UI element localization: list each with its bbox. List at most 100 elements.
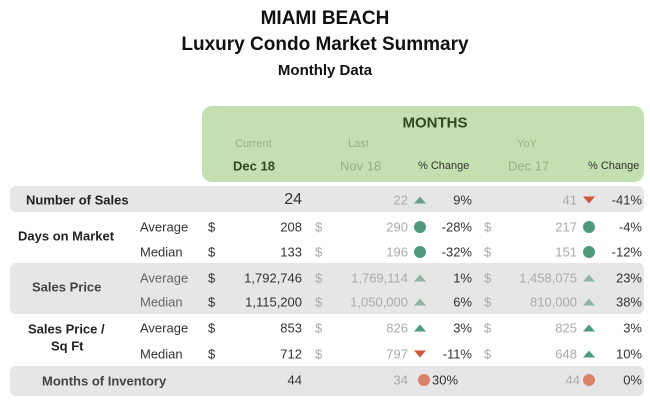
pct-change-last: 9% xyxy=(453,192,472,208)
currency-symbol: $ xyxy=(315,244,323,260)
triangle-up-icon xyxy=(583,350,595,358)
pct-change-1: % Change xyxy=(418,160,470,172)
triangle-up-icon xyxy=(583,274,595,282)
triangle-up-icon xyxy=(414,298,426,306)
currency-symbol: $ xyxy=(208,270,216,286)
months-label: MONTHS xyxy=(402,114,468,132)
currency-symbol: $ xyxy=(208,320,216,336)
currency-symbol: $ xyxy=(315,294,323,310)
currency-symbol: $ xyxy=(484,320,492,336)
yoy-value: 648 xyxy=(555,346,577,362)
label-months-inventory: Months of Inventory xyxy=(42,373,167,389)
current-value: 208 xyxy=(280,219,302,235)
currency-symbol: $ xyxy=(484,294,492,310)
last-value: 22 xyxy=(393,192,408,208)
row-sublabel: Median xyxy=(140,244,183,260)
last-month: Nov 18 xyxy=(340,158,382,174)
currency-symbol: $ xyxy=(208,219,216,235)
current-value: 133 xyxy=(280,244,302,260)
title: MIAMI BEACH xyxy=(260,8,390,29)
pct-change-last: -28% xyxy=(441,219,472,235)
pct-change-yoy: 3% xyxy=(623,320,642,336)
yoy-label: YoY xyxy=(517,138,537,150)
pct-change-yoy: 23% xyxy=(615,270,642,286)
last-value: 797 xyxy=(386,346,408,362)
circle-icon xyxy=(583,221,595,233)
pct-change-last: 6% xyxy=(453,294,472,310)
row-sublabel: Median xyxy=(140,346,183,362)
current-month: Dec 18 xyxy=(233,158,275,174)
yoy-value: 44 xyxy=(565,372,580,388)
subtitle-monthly: Monthly Data xyxy=(277,62,373,79)
triangle-up-icon xyxy=(414,196,426,204)
yoy-value: 810,000 xyxy=(530,294,577,310)
currency-symbol: $ xyxy=(315,320,323,336)
circle-icon xyxy=(414,246,426,258)
currency-symbol: $ xyxy=(484,346,492,362)
circle-icon xyxy=(583,374,595,386)
yoy-value: 825 xyxy=(555,320,577,336)
pct-change-last: 3% xyxy=(453,320,472,336)
last-value: 1,050,000 xyxy=(350,294,408,310)
triangle-down-icon xyxy=(583,196,595,204)
yoy-value: 151 xyxy=(555,244,577,260)
currency-symbol: $ xyxy=(208,244,216,260)
currency-symbol: $ xyxy=(484,244,492,260)
currency-symbol: $ xyxy=(484,219,492,235)
last-label: Last xyxy=(348,138,369,150)
current-value: 1,115,200 xyxy=(245,294,302,310)
pct-change-last: 30% xyxy=(432,372,459,388)
label-number-of-sales: Number of Sales xyxy=(26,192,129,208)
circle-icon xyxy=(414,221,426,233)
pct-change-yoy: -4% xyxy=(618,219,642,235)
last-value: 196 xyxy=(386,244,408,260)
pct-change-last: 1% xyxy=(453,270,472,286)
months-header xyxy=(202,106,644,182)
currency-symbol: $ xyxy=(315,346,323,362)
triangle-up-icon xyxy=(414,274,426,282)
row-bg-inventory xyxy=(10,366,644,396)
yoy-month: Dec 17 xyxy=(508,158,550,174)
row-sublabel: Average xyxy=(140,219,189,235)
currency-symbol: $ xyxy=(208,346,216,362)
pct-change-2: % Change xyxy=(588,160,640,172)
triangle-up-icon xyxy=(414,324,426,332)
last-value: 826 xyxy=(386,320,408,336)
current-value: 44 xyxy=(287,372,302,388)
row-sublabel: Average xyxy=(140,270,189,286)
pct-change-last: -32% xyxy=(441,244,472,260)
label-price-sqft-2: Sq Ft xyxy=(51,338,84,354)
last-value: 290 xyxy=(386,219,408,235)
yoy-value: 217 xyxy=(555,219,577,235)
currency-symbol: $ xyxy=(484,270,492,286)
label-sales-price: Sales Price xyxy=(32,279,102,295)
current-value: 853 xyxy=(280,320,302,336)
currency-symbol: $ xyxy=(315,270,323,286)
pct-change-last: -11% xyxy=(442,346,472,362)
triangle-up-icon xyxy=(583,298,595,306)
yoy-value: 1,458,075 xyxy=(519,270,577,286)
pct-change-yoy: -41% xyxy=(611,192,642,208)
current-label: Current xyxy=(235,138,272,150)
pct-change-yoy: 10% xyxy=(615,346,642,362)
last-value: 1,769,114 xyxy=(351,270,408,286)
current-value: 712 xyxy=(280,346,302,362)
currency-symbol: $ xyxy=(315,219,323,235)
row-sublabel: Median xyxy=(140,294,183,310)
label-price-sqft-1: Sales Price / xyxy=(28,321,105,337)
circle-icon xyxy=(418,374,430,386)
pct-change-yoy: 38% xyxy=(615,294,642,310)
yoy-value: 41 xyxy=(562,192,577,208)
current-value: 24 xyxy=(284,191,302,208)
row-bg-price xyxy=(10,263,644,314)
triangle-up-icon xyxy=(583,324,595,332)
pct-change-yoy: -12% xyxy=(611,244,642,260)
label-days-on-market: Days on Market xyxy=(18,228,115,244)
triangle-down-icon xyxy=(414,350,426,358)
currency-symbol: $ xyxy=(208,294,216,310)
current-value: 1,792,746 xyxy=(244,270,302,286)
row-bg-sales xyxy=(10,186,644,212)
row-sublabel: Average xyxy=(140,320,189,336)
last-value: 34 xyxy=(393,372,408,388)
subtitle: Luxury Condo Market Summary xyxy=(181,34,469,55)
